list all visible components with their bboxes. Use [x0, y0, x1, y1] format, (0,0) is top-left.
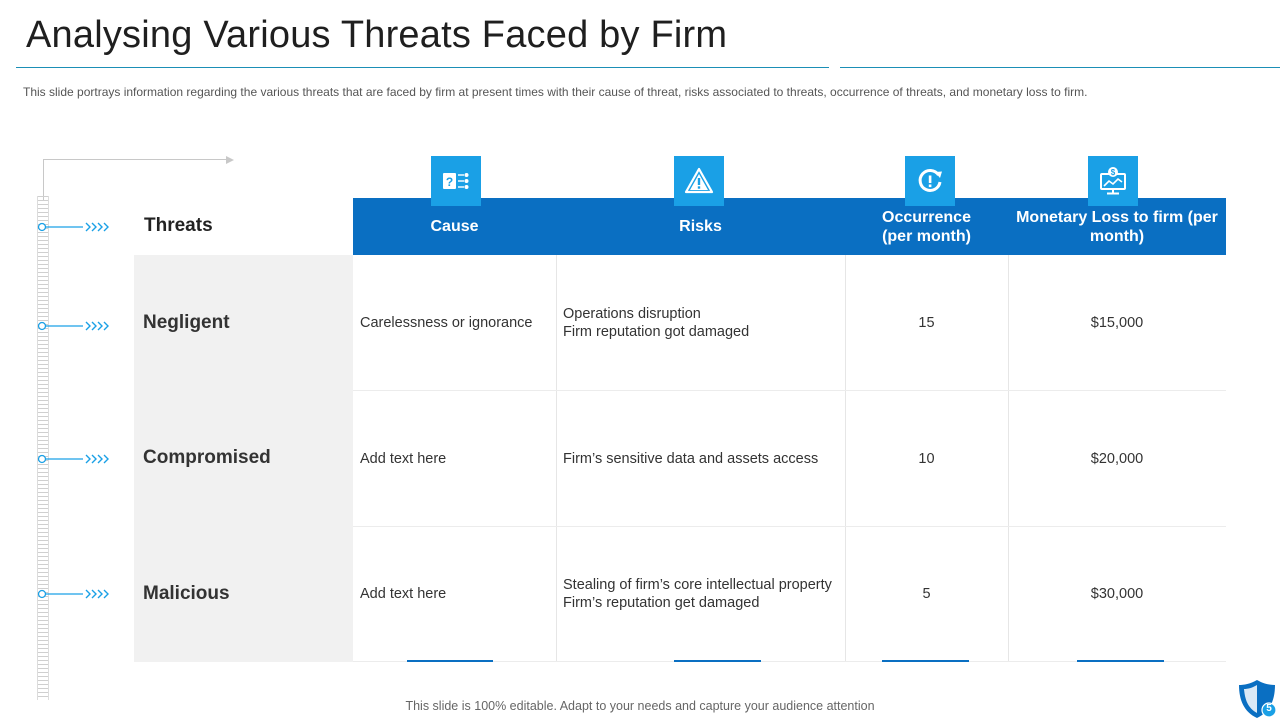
row-divider: [353, 526, 1226, 527]
header-occurrence-line1: Occurrence: [882, 208, 971, 226]
header-risks: Risks: [679, 218, 722, 235]
header-monetary-loss: Monetary Loss to firm (per month): [1008, 198, 1226, 255]
header-occurrence-line2: (per month): [882, 227, 971, 245]
title-divider-left: [16, 67, 829, 68]
footer-note: This slide is 100% editable. Adapt to yo…: [405, 699, 875, 713]
risks-cell: Operations disruption Firm reputation go…: [563, 305, 749, 341]
risks-line: Firm’s sensitive data and assets access: [563, 451, 819, 467]
risks-line: Stealing of firm’s core intellectual pro…: [563, 577, 832, 593]
warning-icon: [674, 156, 724, 206]
timeline-top-line: [43, 159, 231, 160]
threat-name: Malicious: [143, 583, 230, 604]
shield-icon: [1239, 680, 1277, 718]
slide-description: This slide portrays information regardin…: [23, 85, 1088, 99]
header-loss-line1: Monetary Loss to firm (per: [1016, 208, 1218, 226]
risks-cell: Stealing of firm’s core intellectual pro…: [563, 576, 832, 612]
risks-cell: Firm’s sensitive data and assets access: [563, 450, 818, 468]
row-connector-icon: [37, 321, 109, 331]
loss-cell: $15,000: [1090, 315, 1144, 331]
row-connector-icon: [37, 222, 109, 232]
page-title: Analysing Various Threats Faced by Firm: [26, 14, 728, 56]
column-underline: [407, 660, 493, 662]
cause-cell: Add text here: [360, 586, 447, 602]
header-cause: Cause: [430, 218, 479, 235]
row-connector-icon: [37, 454, 109, 464]
question-flow-icon: ?: [431, 156, 481, 206]
row-connector-icon: [37, 589, 109, 599]
threat-column: [134, 255, 353, 662]
refresh-alert-icon: [905, 156, 955, 206]
row-divider: [353, 661, 1226, 662]
occurrence-cell: 5: [922, 586, 931, 602]
column-underline: [882, 660, 969, 662]
row-divider: [353, 390, 1226, 391]
svg-text:?: ?: [446, 175, 453, 189]
threats-column-heading: Threats: [144, 215, 213, 236]
occurrence-cell: 10: [918, 451, 935, 467]
risks-line: Firm reputation got damaged: [563, 324, 750, 340]
column-divider: [1008, 255, 1009, 662]
monitor-dollar-icon: $: [1088, 156, 1138, 206]
risks-line: Firm’s reputation get damaged: [563, 595, 760, 611]
header-occurrence: Occurrence (per month): [845, 198, 1008, 255]
column-underline: [674, 660, 761, 662]
column-divider: [556, 255, 557, 662]
title-divider-right: [840, 67, 1280, 68]
column-divider: [845, 255, 846, 662]
page-number: 5: [1266, 703, 1272, 714]
timeline-vertical-line: [43, 160, 44, 200]
timeline-ruler: [37, 196, 49, 700]
page-badge: 5: [1236, 678, 1278, 720]
threat-name: Negligent: [143, 312, 230, 333]
header-loss-line2: month): [1089, 227, 1145, 245]
cause-cell: Carelessness or ignorance: [360, 315, 533, 331]
column-underline: [1077, 660, 1164, 662]
table-header-band: [353, 198, 1226, 255]
loss-cell: $30,000: [1090, 586, 1144, 602]
risks-line: Operations disruption: [563, 306, 701, 322]
cause-cell: Add text here: [360, 451, 447, 467]
timeline-arrow-icon: [226, 156, 234, 164]
threat-name: Compromised: [143, 447, 271, 468]
occurrence-cell: 15: [918, 315, 935, 331]
loss-cell: $20,000: [1090, 451, 1144, 467]
svg-text:$: $: [1111, 168, 1116, 177]
